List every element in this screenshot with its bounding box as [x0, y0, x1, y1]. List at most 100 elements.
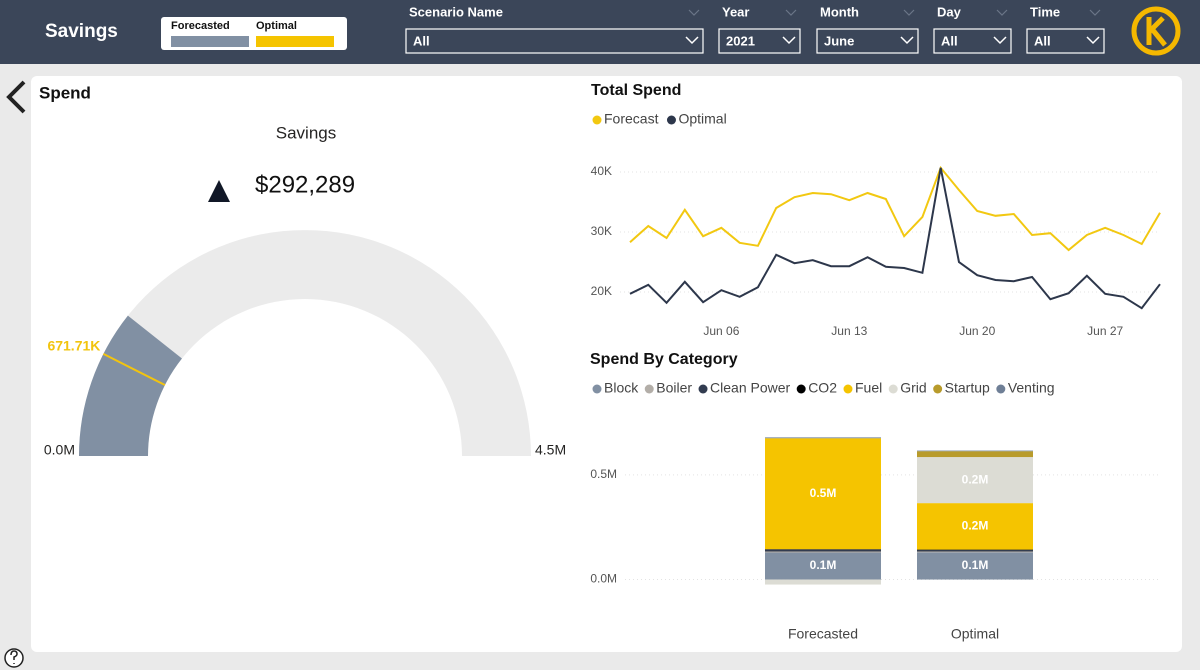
- filter-label-chevron: [1089, 9, 1101, 16]
- legend-label: Clean Power: [710, 380, 790, 396]
- legend-label: Forecast: [604, 111, 659, 127]
- y-tick-label: 30K: [591, 224, 612, 238]
- legend-marker: [996, 384, 1006, 394]
- header-legend-swatch: [171, 36, 249, 47]
- gauge-target: [102, 352, 166, 386]
- logo: [1131, 6, 1181, 56]
- filter-value: All: [1034, 33, 1051, 48]
- filter-label: Time: [1030, 4, 1060, 19]
- kpi-trend-icon: [208, 180, 230, 202]
- filter-value: All: [941, 33, 958, 48]
- legend-label: Fuel: [855, 380, 882, 396]
- filter-value: 2021: [726, 33, 755, 48]
- filter-label-chevron: [785, 9, 797, 16]
- chart-title: Spend By Category: [590, 351, 738, 368]
- legend-label: CO2: [808, 380, 837, 396]
- filter-chevron: [993, 36, 1007, 45]
- header-title: Savings: [45, 21, 118, 42]
- bar-segment: [765, 438, 881, 550]
- series-line: [629, 167, 1161, 310]
- bar-segment: [765, 549, 881, 550]
- panel: [31, 76, 1182, 652]
- x-tick-label: Jun 20: [959, 324, 995, 338]
- filter-label: Scenario Name: [409, 4, 503, 19]
- legend-marker: [592, 384, 602, 394]
- bar-segment: [917, 457, 1033, 504]
- filter-chevron: [900, 36, 914, 45]
- x-tick-label: Jun 27: [1087, 324, 1123, 338]
- help-icon: [10, 650, 18, 664]
- gauge-target-label: 671.71K: [47, 338, 100, 354]
- legend-marker: [933, 384, 943, 394]
- filter-label: Month: [820, 4, 859, 19]
- series-line: [629, 165, 1161, 252]
- gauge-fill: [79, 315, 182, 456]
- legend-marker: [843, 384, 853, 394]
- logo-letter: [1146, 16, 1167, 47]
- y-tick-label: 40K: [591, 164, 612, 178]
- data-label: 0.2M: [962, 472, 989, 486]
- filter-dropdown[interactable]: [405, 28, 704, 54]
- legend-label: Venting: [1008, 380, 1055, 396]
- y-tick-label: 0.5M: [590, 467, 617, 481]
- filter-label-chevron: [903, 9, 915, 16]
- legend-marker: [592, 115, 602, 125]
- header-legend-label: Forecasted: [171, 20, 230, 32]
- bar-segment: [765, 549, 881, 552]
- y-tick-label: 20K: [591, 284, 612, 298]
- data-label: 0.5M: [810, 486, 837, 500]
- legend-label: Startup: [945, 380, 990, 396]
- bar-segment: [765, 551, 881, 553]
- data-label: 0.1M: [962, 558, 989, 572]
- legend-marker: [666, 115, 676, 125]
- filter-label-chevron: [996, 9, 1008, 16]
- gauge-title: Savings: [276, 123, 336, 142]
- legend-marker: [796, 384, 806, 394]
- legend-label: Optimal: [678, 111, 726, 127]
- filter-value: All: [413, 33, 430, 48]
- legend-marker: [698, 384, 708, 394]
- kpi-value: $292,289: [255, 171, 355, 198]
- chart-title: Total Spend: [591, 82, 681, 99]
- bar-segment: [765, 552, 881, 580]
- bar-segment: [765, 437, 881, 439]
- filter-chevron: [1086, 36, 1100, 45]
- bar-segment: [917, 503, 1033, 550]
- filter-dropdown[interactable]: [816, 28, 919, 54]
- gauge-range-label: 0.0M: [44, 442, 75, 458]
- legend-label: Boiler: [656, 380, 692, 396]
- header-legend-swatch: [256, 36, 334, 47]
- filter-label: Year: [722, 4, 749, 19]
- filter-chevron: [685, 36, 699, 45]
- x-tick-label: Forecasted: [788, 626, 858, 642]
- gauge-track: [79, 230, 531, 456]
- filter-label: Day: [937, 4, 962, 19]
- panel-title: Spend: [39, 83, 91, 102]
- legend-label: Block: [604, 380, 639, 396]
- logo-ring: [1131, 6, 1181, 56]
- bar-segment: [917, 450, 1033, 452]
- data-label: 0.1M: [810, 558, 837, 572]
- bar-segment: [917, 551, 1033, 553]
- x-tick-label: Optimal: [951, 626, 999, 642]
- bar-segment: [917, 550, 1033, 552]
- gauge-range-label: 4.5M: [535, 442, 566, 458]
- filter-chevron: [782, 36, 796, 45]
- legend-marker: [644, 384, 654, 394]
- bar-segment: [765, 579, 881, 585]
- back-button[interactable]: [6, 80, 26, 114]
- filter-label-chevron: [688, 9, 700, 16]
- filter-value: June: [824, 33, 854, 48]
- legend-label: Grid: [900, 380, 926, 396]
- header-legend-label: Optimal: [256, 20, 297, 32]
- filter-dropdown[interactable]: [718, 28, 801, 54]
- x-tick-label: Jun 13: [831, 324, 867, 338]
- y-tick-label: 0.0M: [590, 572, 617, 586]
- x-tick-label: Jun 06: [703, 324, 739, 338]
- bar-segment: [917, 552, 1033, 580]
- bar-segment: [917, 451, 1033, 458]
- data-label: 0.2M: [962, 519, 989, 533]
- legend-marker: [888, 384, 898, 394]
